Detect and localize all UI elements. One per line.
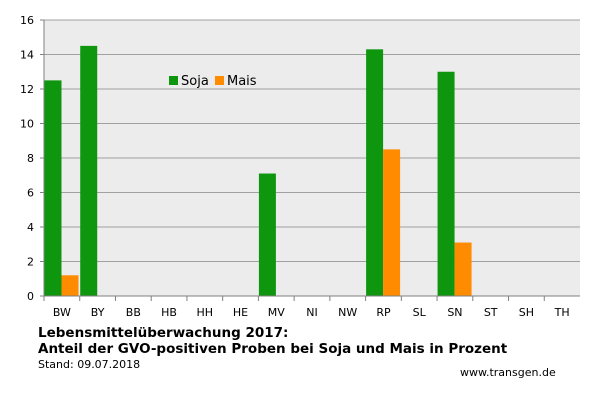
x-tick-label: MV: [268, 306, 285, 319]
caption-date: Stand: 09.07.2018: [38, 358, 141, 371]
x-tick-label: SN: [447, 306, 462, 319]
y-tick-label: 2: [27, 256, 34, 269]
x-tick-label: HE: [233, 306, 248, 319]
y-tick-label: 12: [20, 83, 34, 96]
bar-mais-sn: [454, 242, 472, 296]
x-tick-label: TH: [554, 306, 570, 319]
x-tick-label: SH: [519, 306, 534, 319]
x-tick-label: ST: [484, 306, 498, 319]
y-tick-label: 8: [27, 152, 34, 165]
bar-soja-bw: [44, 80, 62, 296]
y-tick-label: 4: [27, 221, 34, 234]
bar-soja-rp: [366, 49, 384, 297]
x-tick-label: NI: [306, 306, 317, 319]
bars: [44, 45, 472, 297]
y-tick-label: 10: [20, 118, 34, 131]
legend-swatch-mais: [215, 76, 224, 85]
x-tick-label: BB: [126, 306, 141, 319]
bar-mais-bw: [61, 275, 79, 296]
legend: Soja Mais: [169, 74, 257, 89]
legend-label-soja: Soja: [181, 74, 209, 89]
bar-soja-by: [80, 45, 98, 296]
x-tick-label: HB: [161, 306, 177, 319]
bar-chart: 0 2 4 6 8 10 12 14 16 BW BY BB HB HH HE MV NI NW RP SL SN ST S…: [20, 14, 580, 319]
axes: 0 2 4 6 8 10 12 14 16 BW BY BB HB HH HE MV NI NW RP SL SN ST S…: [20, 14, 580, 319]
x-tick-label: HH: [197, 306, 214, 319]
legend-label-mais: Mais: [227, 74, 257, 89]
x-tick-label: NW: [338, 306, 357, 319]
x-tick-label: RP: [376, 306, 391, 319]
y-tick-label: 14: [20, 49, 34, 62]
y-tick-label: 16: [20, 14, 34, 27]
x-tick-label: BY: [91, 306, 105, 319]
bar-soja-mv: [258, 173, 276, 296]
source-url: www.transgen.de: [460, 366, 556, 379]
caption-title-line2: Anteil der GVO-positiven Proben bei Soja…: [38, 341, 508, 357]
y-tick-label: 0: [27, 290, 34, 303]
chart-caption: Lebensmittelüberwachung 2017: Anteil der…: [38, 325, 578, 372]
bar-mais-rp: [383, 149, 401, 296]
x-tick-label: SL: [413, 306, 427, 319]
bar-soja-sn: [437, 71, 455, 296]
x-tick-label: BW: [53, 306, 71, 319]
caption-title-line1: Lebensmittelüberwachung 2017:: [38, 325, 289, 341]
y-tick-label: 6: [27, 187, 34, 200]
legend-swatch-soja: [169, 76, 178, 85]
